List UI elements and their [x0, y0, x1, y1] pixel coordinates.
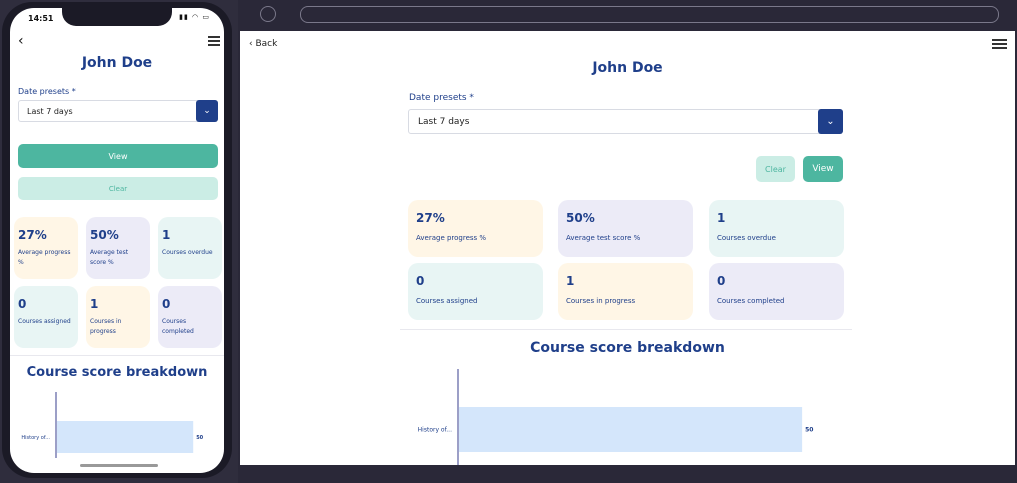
- chevron-down-icon[interactable]: ⌄: [818, 109, 843, 134]
- chart-title: Course score breakdown: [530, 340, 725, 356]
- chevron-left-icon: ‹: [249, 39, 253, 49]
- stat-value: 1: [566, 274, 575, 288]
- stat-label: Courses completed: [717, 297, 785, 305]
- course-score-chart-mobile: History of... 50: [21, 392, 204, 458]
- stat-card-courses-completed: 0 Courses completed: [158, 286, 222, 348]
- stat-card-average-test-score: 50% Average test score %: [86, 217, 150, 279]
- status-time: 14:51: [28, 14, 54, 23]
- stat-card-courses-assigned: 0 Courses assigned: [14, 286, 78, 348]
- phone-screen: 14:51 ▮▮ ◠ ▭ ‹ John Doe Date presets * L…: [10, 8, 224, 473]
- page-title: John Doe: [592, 60, 663, 76]
- page-title: John Doe: [81, 55, 153, 71]
- phone-frame: 14:51 ▮▮ ◠ ▭ ‹ John Doe Date presets * L…: [2, 2, 232, 478]
- stat-card-average-progress: 27% Average progress %: [408, 200, 543, 257]
- stat-label: Average progress %: [416, 234, 487, 242]
- view-button[interactable]: View: [803, 156, 843, 182]
- stat-card-courses-overdue: 1 Courses overdue: [709, 200, 844, 257]
- bar: [459, 407, 803, 452]
- stat-card-average-test-score: 50% Average test score %: [558, 200, 693, 257]
- divider: [10, 355, 224, 356]
- hamburger-menu-icon[interactable]: [208, 36, 220, 48]
- stat-card-courses-assigned: 0 Courses assigned: [408, 263, 543, 320]
- clear-button[interactable]: Clear: [756, 156, 795, 182]
- stat-label: Courses assigned: [416, 297, 478, 305]
- stat-value: 27%: [18, 228, 47, 242]
- stat-label: Courses in progress: [566, 297, 636, 305]
- stat-label: Courses in progress: [90, 318, 122, 335]
- divider: [400, 329, 852, 330]
- camera-icon: [260, 6, 276, 22]
- stat-label: Courses assigned: [18, 318, 71, 325]
- course-score-chart: History of... 50: [418, 369, 813, 465]
- phone-notch: [62, 8, 172, 26]
- stat-label: Courses completed: [162, 318, 194, 335]
- date-presets-label: Date presets *: [18, 87, 76, 96]
- view-button[interactable]: View: [18, 144, 218, 168]
- stat-card-courses-completed: 0 Courses completed: [709, 263, 844, 320]
- stat-value: 0: [18, 297, 27, 311]
- stat-label: Average test score %: [566, 234, 641, 242]
- category-label: History of...: [418, 427, 452, 434]
- data-label: 50: [196, 435, 203, 441]
- stat-label: Courses overdue: [717, 234, 776, 242]
- back-label: Back: [255, 39, 278, 49]
- address-bar: [300, 6, 999, 23]
- date-presets-value: Last 7 days: [27, 107, 73, 116]
- back-icon[interactable]: ‹: [18, 33, 24, 49]
- hamburger-menu-icon[interactable]: [992, 39, 1007, 51]
- stat-value: 1: [90, 297, 99, 311]
- stat-label: Average progress %: [18, 249, 71, 266]
- stat-value: 27%: [416, 211, 445, 225]
- stat-card-courses-in-progress: 1 Courses in progress: [86, 286, 150, 348]
- stat-value: 50%: [90, 228, 119, 242]
- status-icons: ▮▮ ◠ ▭: [179, 13, 210, 21]
- chart-title: Course score breakdown: [26, 365, 208, 380]
- stat-value: 1: [717, 211, 726, 225]
- category-label: History of...: [21, 435, 50, 441]
- stat-card-courses-overdue: 1 Courses overdue: [158, 217, 222, 279]
- date-presets-select[interactable]: Last 7 days ⌄: [18, 100, 218, 122]
- chevron-down-icon[interactable]: ⌄: [196, 100, 218, 122]
- date-presets-label: Date presets *: [409, 93, 474, 103]
- stat-value: 1: [162, 228, 171, 242]
- data-label: 50: [805, 427, 813, 434]
- stat-card-courses-in-progress: 1 Courses in progress: [558, 263, 693, 320]
- home-indicator: [80, 464, 158, 467]
- stat-label: Courses overdue: [162, 249, 213, 256]
- date-presets-value: Last 7 days: [418, 117, 470, 127]
- stat-value: 0: [416, 274, 425, 288]
- date-presets-select[interactable]: Last 7 days ⌄: [408, 109, 843, 134]
- stat-value: 0: [162, 297, 171, 311]
- tablet-screen: ‹ Back John Doe Date presets * Last 7 da…: [240, 31, 1015, 465]
- stat-value: 0: [717, 274, 726, 288]
- clear-button[interactable]: Clear: [18, 177, 218, 200]
- stat-label: Average test score %: [90, 249, 129, 266]
- stat-card-average-progress: 27% Average progress %: [14, 217, 78, 279]
- stat-value: 50%: [566, 211, 595, 225]
- back-button[interactable]: ‹ Back: [249, 39, 277, 49]
- bar: [57, 421, 194, 453]
